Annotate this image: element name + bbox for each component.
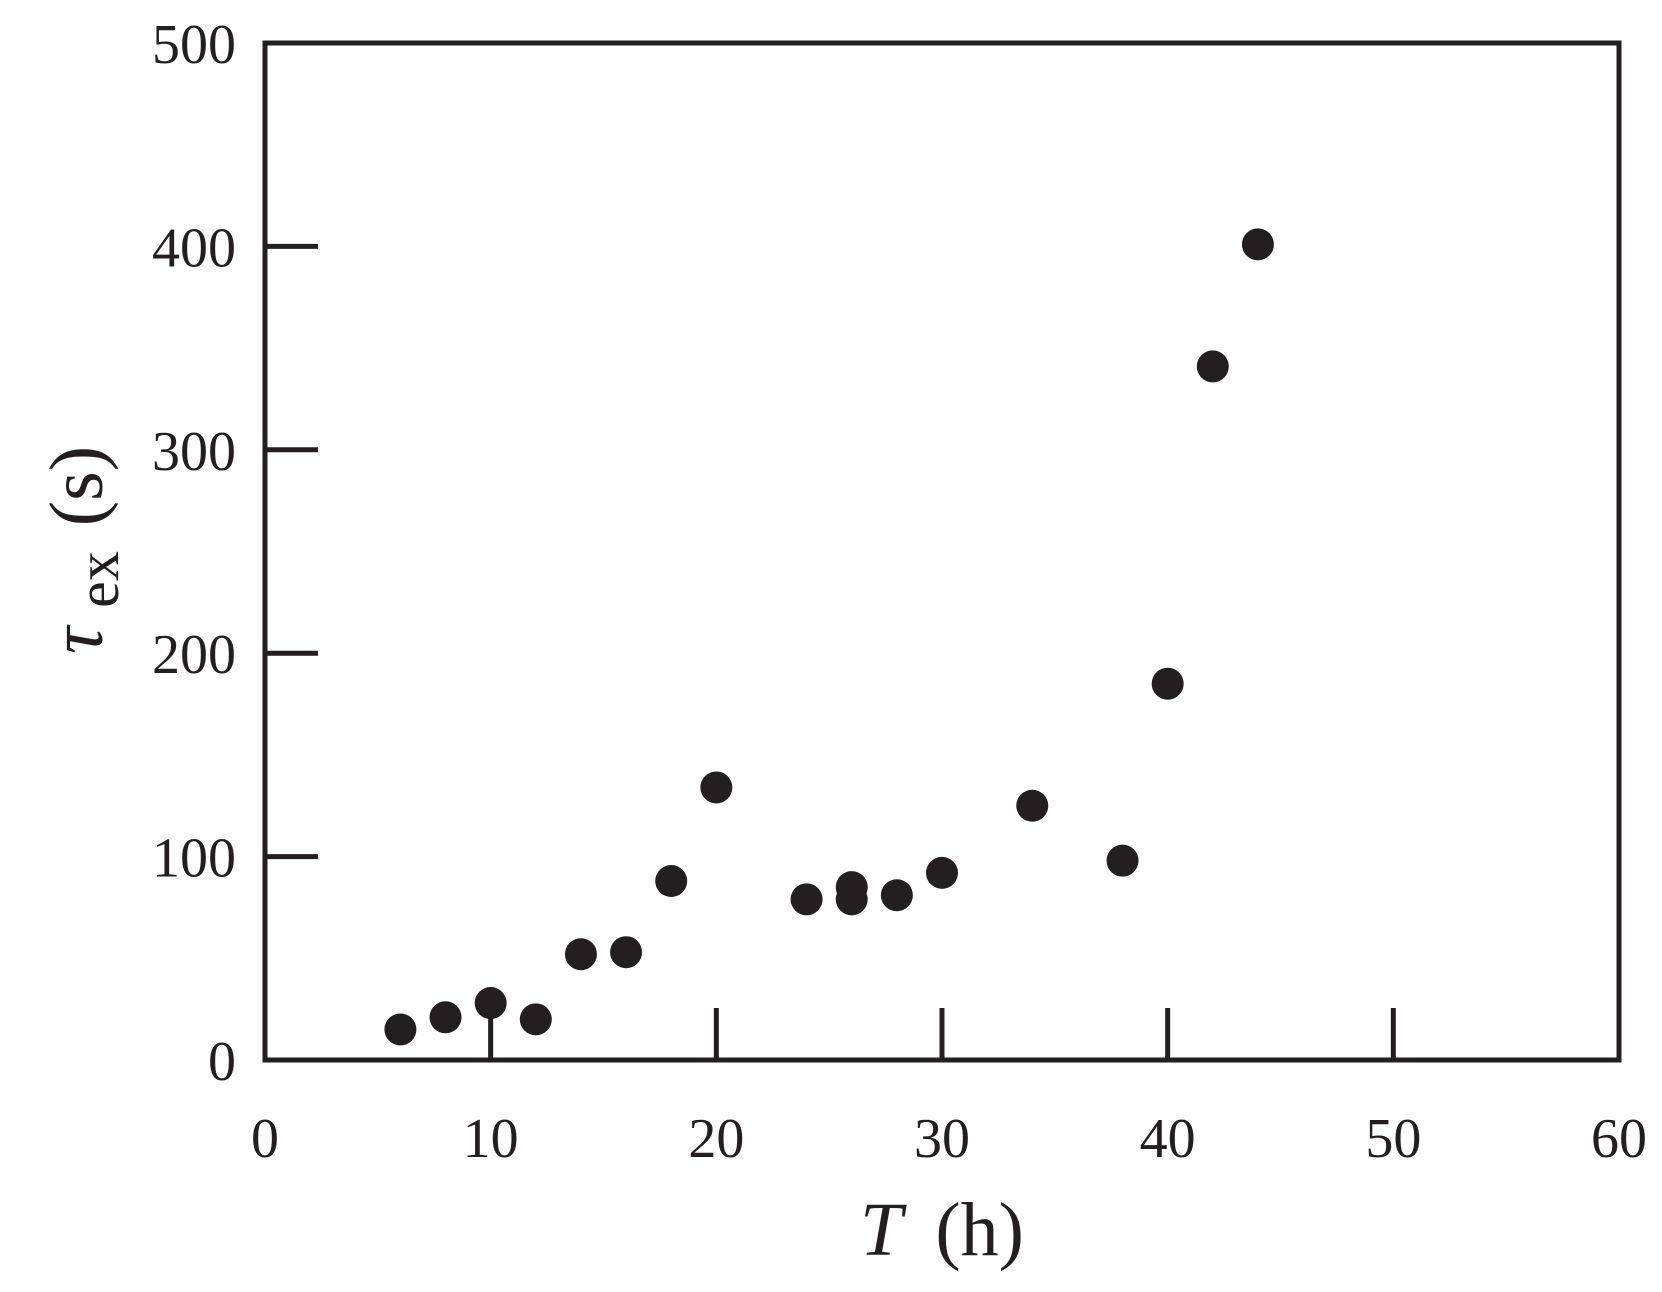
data-point bbox=[1241, 228, 1274, 261]
y-axis-title-unit: (s) bbox=[35, 446, 119, 526]
x-tick-label: 50 bbox=[1365, 1108, 1421, 1170]
x-axis-title: T (h) bbox=[860, 1188, 1024, 1272]
data-point bbox=[384, 1013, 417, 1046]
y-tick-label: 200 bbox=[152, 624, 236, 686]
y-tick-label: 400 bbox=[152, 217, 236, 279]
x-tick-label: 60 bbox=[1591, 1108, 1647, 1170]
data-point bbox=[519, 1003, 552, 1036]
data-point bbox=[655, 865, 688, 898]
y-tick-label: 100 bbox=[152, 828, 236, 890]
data-point bbox=[610, 936, 643, 969]
y-tick-label: 500 bbox=[152, 14, 236, 76]
x-tick-label: 10 bbox=[463, 1108, 519, 1170]
x-tick-label: 0 bbox=[251, 1108, 279, 1170]
data-points bbox=[384, 228, 1274, 1046]
y-tick-labels: 0 100 200 300 400 500 bbox=[152, 14, 236, 1093]
y-axis-title: τ ex (s) bbox=[35, 446, 135, 654]
y-tick-label: 0 bbox=[208, 1031, 236, 1093]
x-tick-label: 40 bbox=[1140, 1108, 1196, 1170]
x-tick-labels: 0 10 20 30 40 50 60 bbox=[251, 1108, 1647, 1170]
y-axis-title-var: τ bbox=[35, 624, 119, 654]
data-point bbox=[429, 1001, 462, 1034]
data-point bbox=[1196, 350, 1229, 383]
x-tick-label: 20 bbox=[688, 1108, 744, 1170]
y-tick-label: 300 bbox=[152, 421, 236, 483]
data-point bbox=[564, 938, 597, 971]
data-point bbox=[880, 879, 913, 912]
data-point bbox=[790, 883, 823, 916]
data-point bbox=[835, 883, 868, 916]
x-tick-label: 30 bbox=[914, 1108, 970, 1170]
x-axis-title-unit: (h) bbox=[935, 1188, 1024, 1272]
data-point bbox=[926, 856, 958, 889]
plot-frame bbox=[262, 40, 1622, 1063]
data-point bbox=[1016, 789, 1049, 822]
y-axis-title-subscript: ex bbox=[65, 551, 131, 608]
data-point bbox=[474, 987, 507, 1020]
data-point bbox=[1151, 667, 1184, 700]
data-point bbox=[700, 771, 733, 804]
x-axis-title-var: T bbox=[860, 1188, 907, 1272]
data-point bbox=[1106, 844, 1139, 877]
axis-ticks bbox=[265, 243, 1396, 1060]
